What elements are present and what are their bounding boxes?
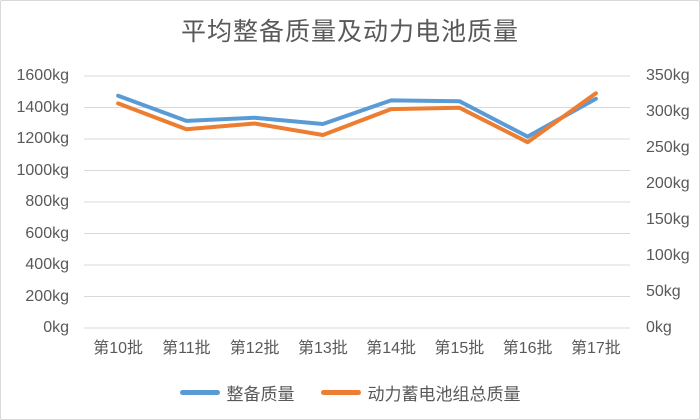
left-axis-tick: 200kg	[25, 287, 69, 305]
left-axis-tick: 1400kg	[16, 98, 70, 116]
series-line-1	[116, 91, 598, 145]
x-axis-tick: 第13批	[297, 340, 348, 357]
legend: 整备质量 动力蓄电池组总质量	[1, 380, 699, 405]
x-axis-tick: 第14批	[366, 340, 417, 357]
x-axis-tick: 第16批	[502, 340, 553, 357]
left-axis-tick: 1600kg	[16, 67, 70, 84]
left-axis-tick: 800kg	[25, 193, 69, 210]
legend-item-battery-weight: 动力蓄电池组总质量	[320, 380, 521, 405]
right-axis-tick: 200kg	[646, 175, 690, 192]
x-axis-tick: 第11批	[162, 340, 211, 357]
right-axis-tick: 150kg	[646, 211, 690, 228]
series-line-0	[116, 93, 598, 139]
x-axis-tick: 第12批	[229, 340, 280, 357]
left-axis-tick: 1000kg	[16, 161, 70, 179]
right-axis-tick: 250kg	[646, 139, 690, 156]
x-axis-tick: 第10批	[93, 340, 144, 357]
right-axis-tick: 0kg	[646, 319, 672, 336]
battery-weight-line-swatch	[320, 390, 361, 395]
left-axis-tick: 400kg	[25, 256, 69, 273]
right-axis-tick: 100kg	[646, 247, 690, 264]
x-axis-tick: 第17批	[570, 340, 621, 357]
left-axis-tick: 600kg	[25, 224, 69, 242]
legend-label-battery-weight: 动力蓄电池组总质量	[367, 385, 521, 404]
right-axis-tick: 350kg	[646, 67, 690, 84]
right-axis-tick: 300kg	[646, 103, 690, 120]
legend-item-curb-weight: 整备质量	[179, 380, 295, 405]
curb-weight-line-swatch	[179, 390, 220, 395]
left-axis-tick: 1200kg	[16, 130, 70, 147]
left-axis-tick: 0kg	[43, 319, 69, 336]
chart-title: 平均整备质量及动力电池质量	[180, 18, 519, 46]
legend-label-curb-weight: 整备质量	[226, 385, 295, 404]
x-axis-tick: 第15批	[434, 340, 485, 357]
right-axis-tick: 50kg	[646, 283, 681, 300]
